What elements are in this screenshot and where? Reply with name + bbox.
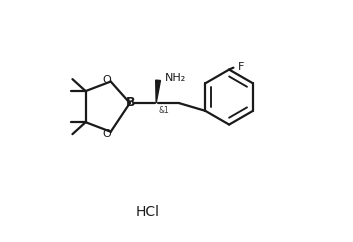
Text: NH₂: NH₂ xyxy=(165,73,186,83)
Text: &1: &1 xyxy=(158,106,169,115)
Text: B: B xyxy=(126,96,135,109)
Text: F: F xyxy=(238,62,244,72)
Text: HCl: HCl xyxy=(136,205,160,219)
Text: O: O xyxy=(102,129,111,139)
Polygon shape xyxy=(156,80,161,103)
Text: O: O xyxy=(102,75,111,85)
